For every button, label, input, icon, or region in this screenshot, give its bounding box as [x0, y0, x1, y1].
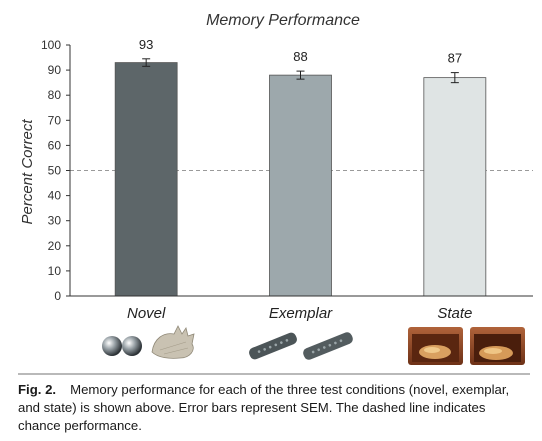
bar-exemplar [270, 75, 332, 296]
novel-images [102, 326, 194, 358]
y-tick-label: 100 [41, 38, 61, 52]
metal-balls-icon [102, 336, 142, 356]
y-tick-label: 20 [48, 239, 62, 253]
caption-text: Memory performance for each of the three… [18, 382, 509, 433]
chart: Memory Performance Percent Correct 0 10 20… [0, 0, 542, 370]
exemplar-images [248, 331, 355, 362]
bar-state [424, 78, 486, 296]
data-label: 88 [293, 49, 307, 64]
bread-box-open-icon [470, 327, 525, 365]
bar-novel [115, 63, 177, 296]
y-tick-label: 80 [48, 88, 62, 102]
remote-control-icon [248, 331, 299, 361]
category-labels: Novel Exemplar State [127, 305, 472, 322]
category-label: Novel [127, 305, 166, 322]
caption-divider [18, 373, 530, 375]
y-axis-ticks: 0 10 20 30 40 50 60 70 80 90 100 [41, 38, 70, 303]
figure-caption: Fig. 2. Memory performance for each of th… [18, 381, 530, 435]
y-tick-label: 60 [48, 138, 62, 152]
y-tick-label: 40 [48, 189, 62, 203]
category-label: State [437, 305, 472, 322]
y-tick-label: 50 [48, 164, 62, 178]
remote-control-icon [302, 331, 355, 362]
data-label: 93 [139, 37, 153, 52]
y-tick-label: 90 [48, 63, 62, 77]
y-tick-label: 70 [48, 113, 62, 127]
caption-label: Fig. 2. [18, 382, 56, 397]
category-label: Exemplar [269, 305, 333, 322]
bread-box-closed-icon [408, 327, 463, 365]
y-tick-label: 10 [48, 264, 62, 278]
y-tick-label: 30 [48, 214, 62, 228]
state-images [408, 327, 525, 365]
glove-icon [152, 326, 194, 358]
chart-title: Memory Performance [206, 12, 360, 29]
y-tick-label: 0 [54, 289, 61, 303]
bars: 93 88 87 [115, 37, 486, 296]
data-label: 87 [448, 51, 462, 66]
y-axis-label: Percent Correct [19, 119, 36, 225]
